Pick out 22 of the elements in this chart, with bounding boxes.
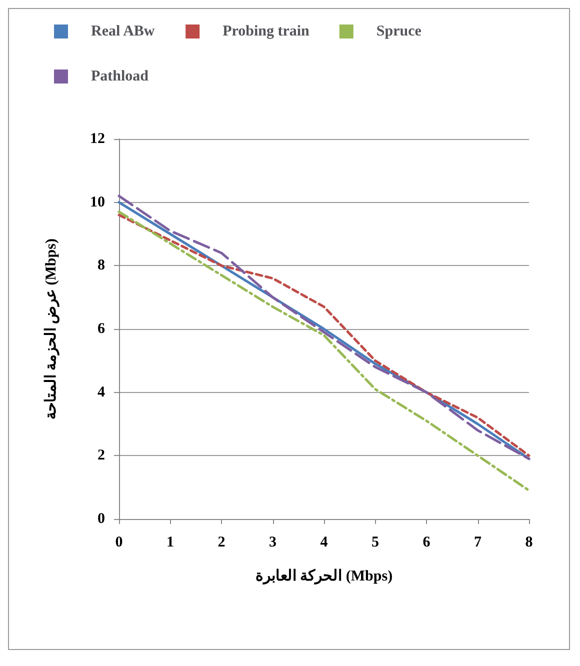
y-tick-label: 12 (90, 131, 105, 147)
x-tick-label: 5 (372, 534, 379, 550)
x-tick-label: 4 (320, 534, 328, 550)
x-tick-label: 2 (218, 534, 226, 550)
x-tick-label: 6 (422, 534, 431, 550)
x-tick-label: 0 (115, 534, 123, 550)
x-tick-label: 1 (166, 534, 174, 550)
y-axis-title: عرض الحزمة المتاحة (Mbps) (44, 238, 60, 420)
y-tick-label: 10 (90, 194, 105, 210)
x-axis-title: الحركة العابرة (Mbps) (255, 568, 393, 584)
legend-label: Spruce (376, 24, 422, 40)
legend-label: Probing train (222, 24, 310, 40)
y-tick-label: 4 (98, 384, 106, 400)
legend-label: Real ABw (91, 24, 155, 40)
x-tick-label: 3 (269, 534, 276, 550)
y-tick-label: 0 (98, 511, 105, 527)
y-tick-label: 6 (98, 321, 106, 337)
y-tick-label: 2 (98, 448, 105, 464)
y-tick-label: 8 (98, 258, 105, 274)
x-tick-label: 8 (525, 534, 533, 550)
legend-label: Pathload (91, 68, 150, 84)
x-tick-label: 7 (474, 534, 482, 550)
